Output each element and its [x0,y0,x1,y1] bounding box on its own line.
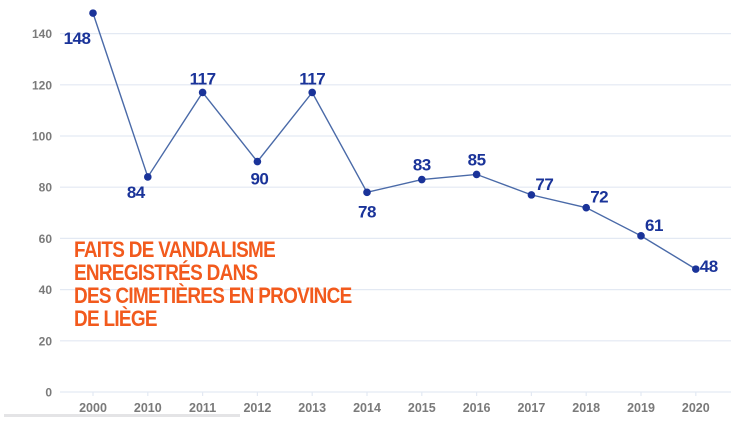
data-label: 78 [358,202,376,221]
y-tick-label: 120 [32,78,52,92]
x-tick-label: 2012 [243,401,271,415]
data-label: 117 [299,69,325,88]
title-line-4: DE LIÈGE [74,306,158,331]
data-label: 83 [413,156,431,175]
x-tick-label: 2016 [463,401,491,415]
x-tick-label: 2019 [627,401,655,415]
data-point [363,188,371,197]
y-tick-label: 20 [39,334,53,348]
data-labels: 148 84 117 90 117 78 83 85 77 72 61 48 [64,29,719,276]
y-tick-label: 60 [39,232,53,246]
y-tick-label: 100 [32,130,52,144]
data-label: 77 [535,175,553,194]
title-line-1: FAITS DE VANDALISME [74,237,276,262]
x-tick-label: 2017 [517,401,545,415]
x-tick-label: 2014 [353,401,381,415]
x-tick-label: 2000 [79,401,107,415]
data-point [253,157,262,166]
data-point [89,9,97,17]
data-label: 90 [250,170,268,189]
data-line [92,12,697,270]
gridlines [60,32,731,393]
y-tick-label: 40 [39,283,53,297]
title-line-2: ENREGISTRÉS DANS [74,260,258,285]
x-tick-label: 2018 [572,401,600,415]
data-point [198,88,207,97]
x-tick-label: 2011 [189,401,216,415]
data-point [637,232,645,240]
title-line-3: DES CIMETIÈRES EN PROVINCE [74,283,352,308]
x-tick-label: 2010 [134,401,162,415]
data-label: 61 [645,216,663,235]
source-note [4,414,240,417]
x-axis-ticks: 2000 2010 2011 2012 2013 2014 2015 2016 2017 2018… [79,392,710,415]
x-tick-label: 2020 [682,401,710,415]
data-point [582,203,590,212]
x-tick-label: 2015 [408,401,436,415]
data-point [144,173,152,181]
data-label: 84 [127,183,146,202]
chart-title: FAITS DE VANDALISME ENREGISTRÉS DANS DES… [74,238,352,330]
y-tick-label: 0 [45,386,52,400]
y-tick-label: 80 [39,181,53,195]
x-tick-label: 2013 [298,401,326,415]
data-point [527,191,536,199]
data-point [472,170,481,179]
data-label: 85 [468,150,486,169]
data-point [692,265,700,273]
data-label: 72 [590,188,608,207]
data-label: 148 [64,29,91,48]
y-tick-label: 140 [32,27,52,41]
data-label: 48 [700,257,718,276]
data-label: 117 [190,69,216,88]
y-axis-ticks: 0 20 40 60 80 100 120 140 [32,27,52,399]
data-points [89,9,700,273]
data-point [308,88,317,97]
data-point [418,175,426,184]
